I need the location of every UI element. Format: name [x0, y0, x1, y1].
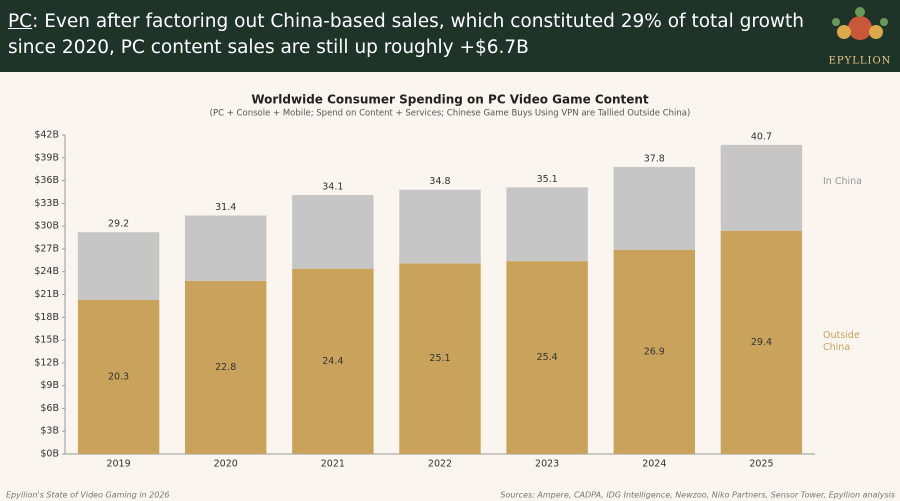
total-label: 34.1: [322, 182, 343, 193]
logo-art: EPYLLION: [829, 7, 892, 67]
x-tick-label: 2020: [214, 459, 238, 470]
y-tick-label: $33B: [34, 198, 59, 209]
total-label: 34.8: [429, 176, 450, 187]
bar-segment: [77, 299, 160, 454]
y-tick-label: $36B: [34, 175, 59, 186]
total-label: 29.2: [108, 219, 129, 230]
value-label: 24.4: [322, 356, 343, 367]
value-label: 25.1: [429, 353, 450, 364]
y-tick-label: $0B: [40, 449, 59, 460]
x-tick-label: 2019: [106, 459, 130, 470]
bar-segment: [399, 189, 481, 264]
total-label: 37.8: [644, 153, 665, 164]
bar-segment: [506, 187, 588, 262]
y-tick-label: $6B: [40, 403, 59, 414]
y-tick-label: $9B: [40, 380, 59, 391]
y-tick-label: $3B: [40, 426, 59, 437]
bar-segment: [292, 268, 374, 454]
bar-segment: [292, 195, 374, 269]
footer-left: Epyllion's State of Video Gaming in 2026: [6, 491, 170, 500]
bar-segment: [613, 166, 695, 250]
y-tick-label: $30B: [34, 221, 59, 232]
x-tick-label: 2022: [428, 459, 452, 470]
bar-segment: [613, 249, 695, 454]
y-tick-label: $18B: [34, 312, 59, 323]
y-tick-label: $42B: [34, 130, 59, 141]
y-tick-label: $24B: [34, 266, 59, 277]
total-label: 40.7: [751, 131, 772, 142]
x-tick-label: 2023: [535, 459, 559, 470]
value-label: 29.4: [751, 337, 772, 348]
title-prefix: PC: [8, 11, 33, 32]
logo-text: EPYLLION: [829, 56, 892, 67]
title-rest: : Even after factoring out China-based s…: [8, 11, 804, 58]
chart-title: Worldwide Consumer Spending on PC Video …: [251, 93, 649, 107]
total-label: 35.1: [537, 174, 558, 185]
header-title: PC: Even after factoring out China-based…: [8, 9, 823, 61]
x-tick-label: 2025: [749, 459, 773, 470]
chart-subtitle: (PC + Console + Mobile; Spend on Content…: [210, 109, 691, 119]
y-tick-label: $27B: [34, 243, 59, 254]
bar-segment: [185, 215, 267, 281]
y-tick-label: $21B: [34, 289, 59, 300]
x-tick-label: 2021: [321, 459, 345, 470]
value-label: 25.4: [537, 352, 558, 363]
total-label: 31.4: [215, 202, 236, 213]
y-tick-label: $12B: [34, 357, 59, 368]
bar-segment: [399, 263, 481, 454]
legend-label: In China: [823, 175, 862, 187]
bar-segment: [185, 280, 267, 454]
header: PC: Even after factoring out China-based…: [0, 0, 900, 72]
value-label: 20.3: [108, 371, 129, 382]
bar-segment: [720, 230, 803, 454]
value-label: 22.8: [215, 362, 236, 373]
legend-label: Outside China: [823, 330, 860, 354]
footer-right: Sources: Ampere, CADPA, IDG Intelligence…: [500, 491, 895, 500]
y-tick-label: $39B: [34, 152, 59, 163]
x-tick-label: 2024: [642, 459, 666, 470]
y-tick-label: $15B: [34, 335, 59, 346]
bar-segment: [506, 261, 588, 454]
value-label: 26.9: [644, 346, 665, 357]
bar-segment: [77, 232, 160, 300]
bar-segment: [720, 144, 803, 231]
